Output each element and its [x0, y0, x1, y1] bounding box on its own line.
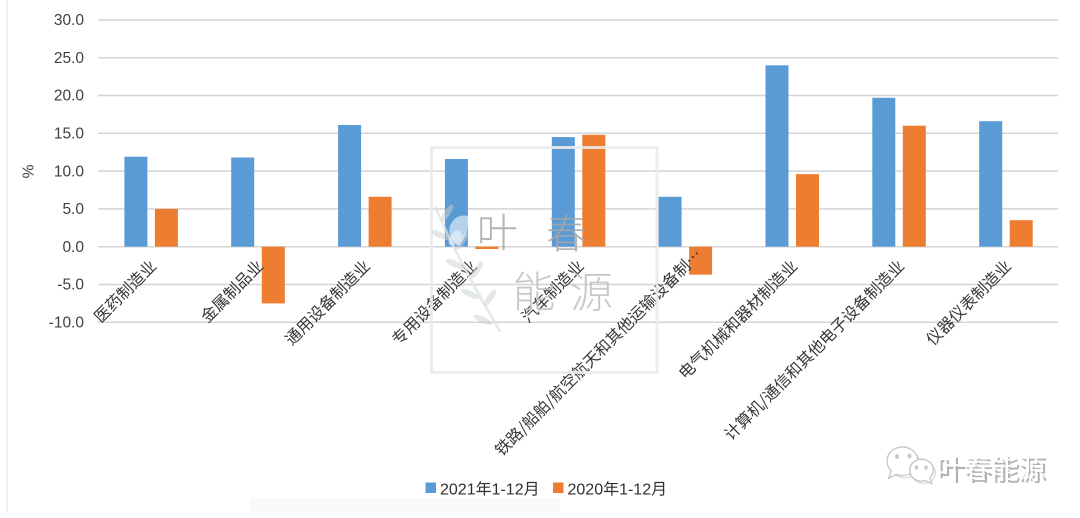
- svg-text:-: -: [628, 482, 633, 499]
- svg-text:-5.0: -5.0: [57, 277, 84, 294]
- svg-text:1: 1: [619, 482, 628, 499]
- svg-text:10.0: 10.0: [54, 163, 85, 180]
- svg-text:2: 2: [585, 482, 594, 499]
- svg-text:0: 0: [576, 482, 585, 499]
- svg-text:5.0: 5.0: [62, 201, 84, 218]
- svg-text:0.0: 0.0: [62, 239, 84, 256]
- svg-text:-10.0: -10.0: [49, 315, 85, 332]
- svg-text:%: %: [21, 164, 38, 178]
- svg-text:1: 1: [633, 482, 642, 499]
- svg-text:25.0: 25.0: [54, 50, 85, 67]
- svg-text:1: 1: [492, 482, 501, 499]
- svg-text:2: 2: [458, 482, 467, 499]
- svg-text:15.0: 15.0: [54, 126, 85, 143]
- svg-text:2: 2: [642, 482, 651, 499]
- svg-text:2: 2: [568, 482, 577, 499]
- svg-text:-: -: [501, 482, 506, 499]
- svg-text:2: 2: [440, 482, 449, 499]
- svg-text:20.0: 20.0: [54, 88, 85, 105]
- svg-text:30.0: 30.0: [54, 12, 85, 29]
- svg-text:0: 0: [449, 482, 458, 499]
- svg-text:1: 1: [506, 482, 515, 499]
- svg-text:0: 0: [594, 482, 603, 499]
- svg-text:2: 2: [515, 482, 524, 499]
- svg-text:1: 1: [467, 482, 476, 499]
